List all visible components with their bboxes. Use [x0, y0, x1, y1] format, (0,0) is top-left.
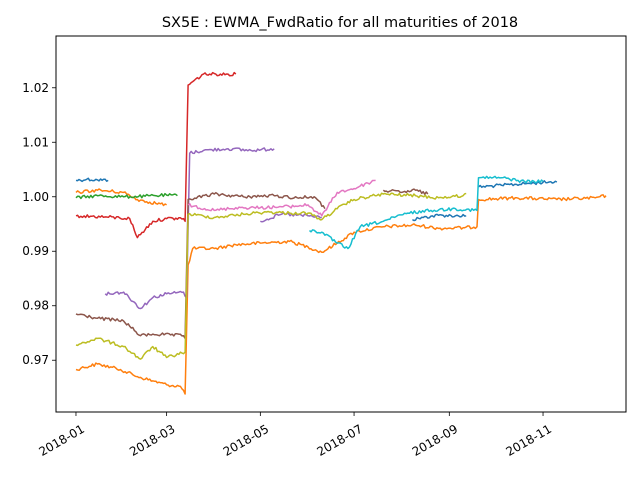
series-line-4	[75, 194, 607, 395]
x-tick-label: 2018-09	[410, 422, 460, 459]
y-tick-label: 0.98	[22, 299, 49, 313]
x-tick-label: 2018-07	[315, 422, 365, 459]
y-tick-label: 1.00	[22, 190, 49, 204]
y-tick-label: 0.99	[22, 244, 49, 258]
series-line-14	[309, 175, 544, 250]
chart-title: SX5E : EWMA_FwdRatio for all maturities …	[162, 15, 518, 31]
x-tick-label: 2018-03	[127, 422, 177, 459]
series-line-6	[75, 192, 178, 200]
series-line-12	[187, 179, 376, 217]
x-tick-label: 2018-05	[221, 422, 271, 459]
series-line-8	[104, 147, 275, 310]
series-line-7	[75, 71, 237, 239]
x-tick-label: 2018-11	[504, 422, 554, 459]
plot-frame	[55, 35, 627, 413]
series-line-2	[412, 213, 467, 222]
series-line-1	[75, 177, 109, 183]
series-group	[75, 71, 607, 395]
series-line-13	[75, 192, 467, 360]
y-axis: 0.97 0.98 0.99 1.00 1.01 1.02	[22, 81, 56, 367]
y-tick-label: 0.97	[22, 353, 49, 367]
series-line-11	[382, 188, 429, 195]
series-line-10	[75, 191, 326, 340]
x-axis: 2018-01 2018-03 2018-05 2018-07 2018-09 2018-…	[36, 412, 554, 459]
y-tick-label: 1.02	[22, 81, 49, 95]
x-tick-label: 2018-01	[36, 422, 86, 459]
series-line-5	[75, 188, 167, 207]
y-tick-label: 1.01	[22, 135, 49, 149]
series-line-3	[478, 180, 558, 189]
